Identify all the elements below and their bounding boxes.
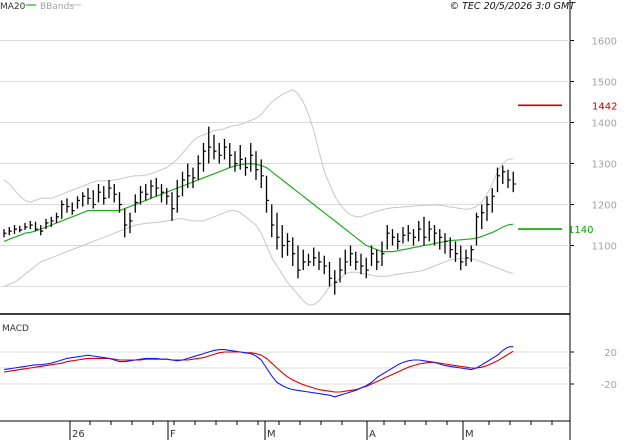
x-tick-label: A — [369, 429, 376, 440]
ma20-legend-label: MA20 — [0, 2, 26, 12]
macd-line — [3, 345, 514, 398]
macd-tick-label: -20 — [601, 380, 617, 391]
bbands-lower-line — [3, 210, 514, 306]
copyright-notice: © TEC 20/5/2026 3:0 GMT — [450, 1, 577, 12]
chart-legend: MA20 BBands — [0, 2, 81, 12]
x-tick-label: 26 — [72, 429, 85, 440]
price-tick-label: 1500 — [592, 78, 617, 89]
ma20-layer — [3, 162, 514, 253]
price-bars-layer — [3, 126, 516, 295]
levels-layer: 1442 1140 — [518, 101, 617, 236]
macd-panel-label: MACD — [2, 324, 29, 334]
price-tick-label: 1300 — [592, 160, 617, 171]
x-tick-label: F — [170, 429, 176, 440]
price-tick-label: 1400 — [592, 119, 617, 130]
macd-tick-label: 20 — [604, 348, 617, 359]
x-tick-label: M — [465, 429, 474, 440]
price-tick-label: 1200 — [592, 201, 617, 212]
bbands-legend-label: BBands — [40, 2, 74, 12]
x-tick-label: M — [267, 429, 276, 440]
macd-layer — [3, 345, 514, 398]
chart-frame — [0, 0, 571, 440]
bbands-upper-line — [3, 89, 514, 218]
axis-labels-layer: 1100 1200 1300 1400 1500 1600 20 -20 26 F M A M — [69, 37, 617, 440]
support-level-label: 1140 — [568, 225, 593, 236]
resistance-level-label: 1442 — [592, 101, 617, 112]
price-tick-label: 1100 — [592, 242, 617, 253]
macd-signal-line — [3, 350, 514, 393]
bbands-layer — [3, 89, 514, 306]
price-tick-label: 1600 — [592, 37, 617, 48]
ma20-line — [3, 162, 514, 253]
